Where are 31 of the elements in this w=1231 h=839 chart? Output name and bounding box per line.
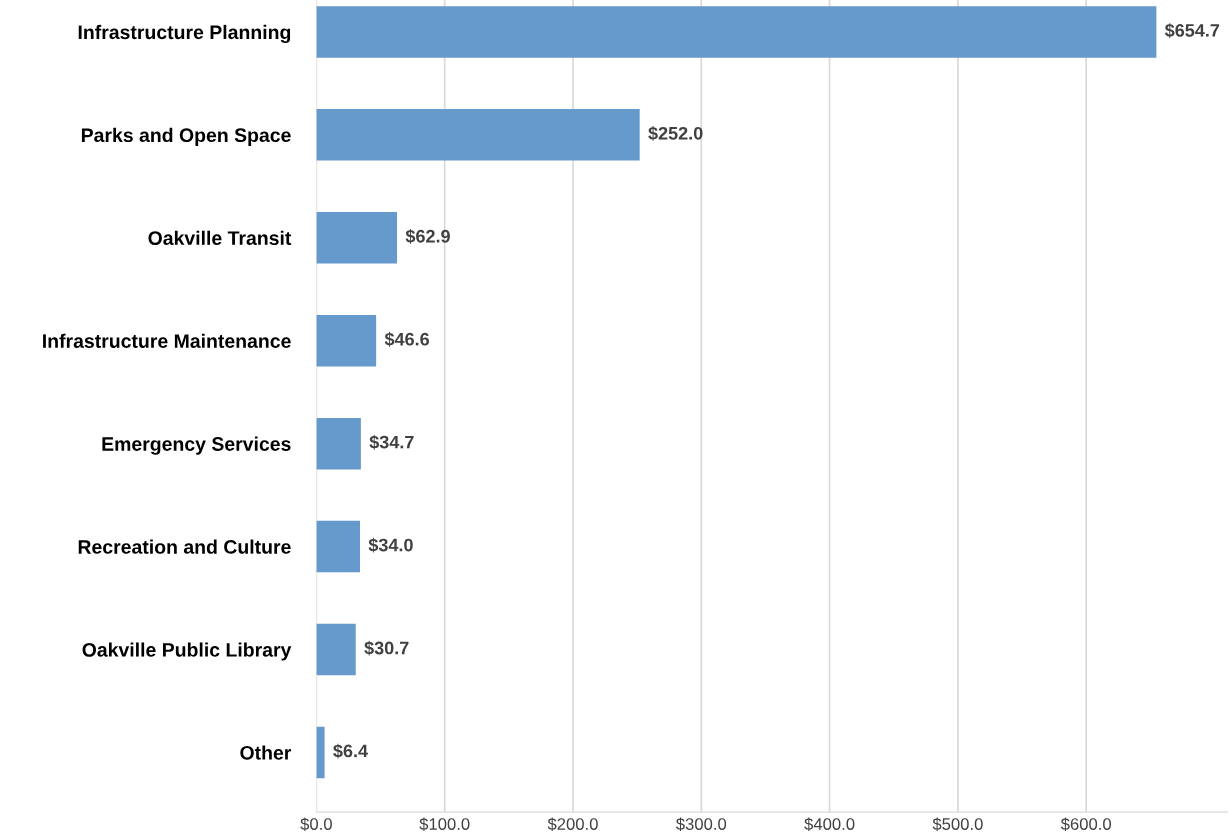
bar [316,623,356,676]
data-label: $34.7 [369,434,414,450]
y-tick-label: Parks and Open Space [81,127,291,146]
bar [316,212,398,264]
y-tick-label: Oakville Transit [148,230,292,246]
data-label: $34.0 [368,537,413,553]
x-tick-label: $600.0 [1060,817,1112,831]
x-tick-label: $300.0 [675,817,727,831]
x-tick-label: $100.0 [419,817,470,831]
y-tick-label: Oakville Public Library [82,642,292,661]
y-tick-label: Infrastructure Planning [78,24,291,44]
bar [316,6,1157,58]
bar [316,520,360,573]
y-tick-label: Emergency Services [102,436,291,455]
data-label: $46.6 [384,331,430,347]
data-label: $62.9 [405,229,450,244]
bar [316,314,377,367]
y-tick-label: Recreation and Culture [78,539,291,554]
data-label: $252.0 [648,126,703,141]
y-tick-label: Other [240,745,292,760]
bar [316,109,640,161]
data-label: $6.4 [333,743,368,759]
data-label: $30.7 [364,640,409,656]
x-tick-label: $400.0 [804,817,855,831]
x-tick-label: $0.0 [300,817,332,831]
bar [316,417,361,470]
data-label: $654.7 [1164,23,1220,38]
bar [316,726,325,779]
y-tick-label: Infrastructure Maintenance [43,333,291,348]
x-tick-label: $200.0 [547,817,598,831]
x-tick-label: $500.0 [932,817,983,831]
